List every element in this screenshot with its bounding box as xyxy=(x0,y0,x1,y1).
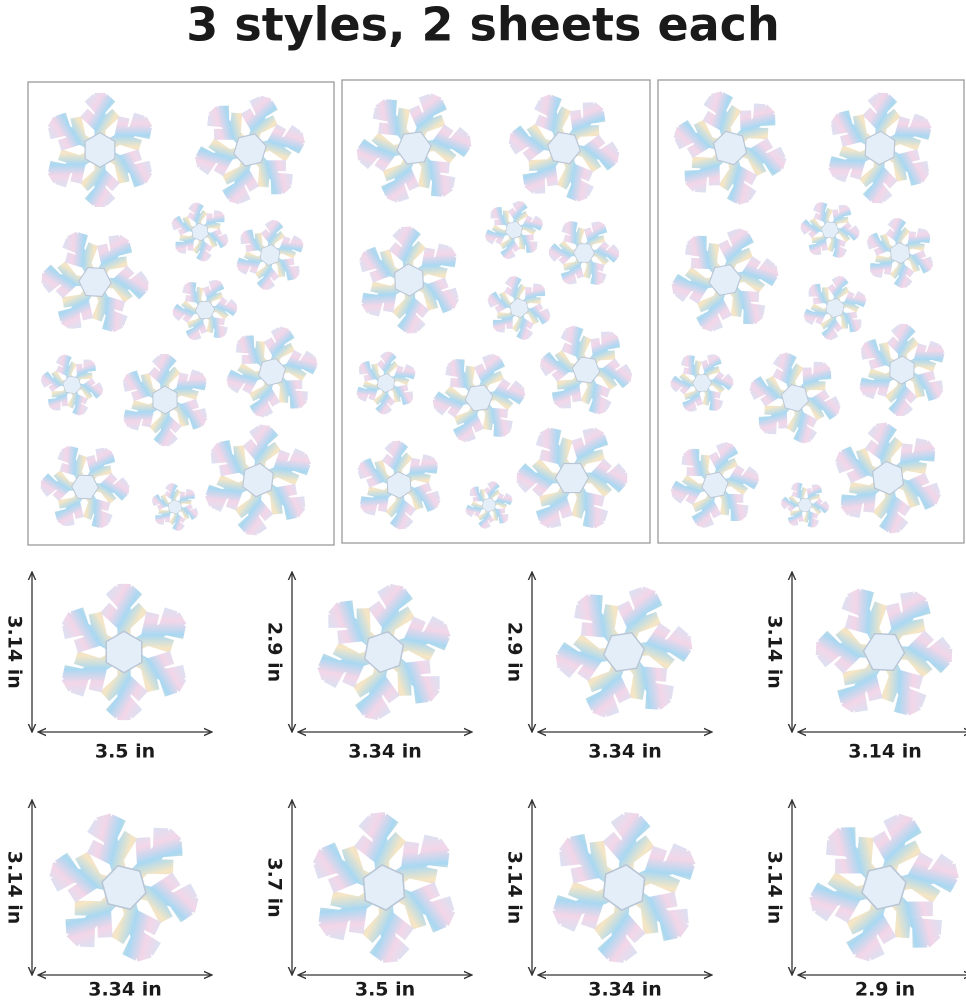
sheet xyxy=(341,79,651,544)
snowflake xyxy=(797,270,873,346)
snowflake xyxy=(486,70,642,226)
snowflake xyxy=(24,426,147,549)
width-label: 3.5 in xyxy=(95,741,155,763)
snowflake xyxy=(419,338,539,458)
snowflake xyxy=(43,93,158,207)
snowflake xyxy=(496,402,648,553)
height-label: 3.14 in xyxy=(764,851,786,925)
snowflake xyxy=(28,341,117,430)
snowflake xyxy=(460,476,518,533)
height-label: 2.9 in xyxy=(504,622,526,682)
width-label: 2.9 in xyxy=(855,979,915,1000)
snowflake xyxy=(18,781,231,994)
snowflake xyxy=(21,208,170,357)
width-label: 3.34 in xyxy=(588,741,662,763)
snowflake xyxy=(230,215,309,294)
width-label: 3.5 in xyxy=(355,979,415,1000)
snowflake xyxy=(659,429,772,541)
height-label: 3.14 in xyxy=(4,615,26,689)
height-label: 2.9 in xyxy=(264,622,286,682)
width-label: 3.14 in xyxy=(848,741,922,763)
snowflake xyxy=(279,783,488,993)
snowflake xyxy=(810,400,965,555)
height-label: 3.7 in xyxy=(264,857,286,917)
snowflake xyxy=(478,194,550,265)
snowflake xyxy=(535,563,713,741)
snowflake xyxy=(521,305,651,435)
snowflake xyxy=(789,189,872,272)
snowflake xyxy=(196,418,320,541)
snowflake xyxy=(771,471,838,538)
width-label: 3.34 in xyxy=(348,741,422,763)
title: 3 styles, 2 sheets each xyxy=(186,0,779,52)
snowflake xyxy=(851,204,949,302)
snowflake xyxy=(730,333,861,464)
snowflake xyxy=(649,67,811,229)
snowflake xyxy=(659,341,744,426)
width-label: 3.34 in xyxy=(588,979,662,1000)
snowflake xyxy=(162,267,248,353)
snowflake xyxy=(181,81,320,219)
snowflake xyxy=(102,337,229,464)
snowflake xyxy=(536,205,632,301)
snowflake xyxy=(473,262,564,353)
snowflake xyxy=(339,73,489,223)
snowflake xyxy=(158,190,241,273)
snowflake xyxy=(656,211,794,348)
snowflake xyxy=(335,206,483,354)
snowflake xyxy=(304,572,465,732)
snowflake xyxy=(55,584,192,720)
snowflake xyxy=(338,423,461,546)
snowflake xyxy=(215,315,329,429)
snowflake xyxy=(352,349,420,417)
snowflake xyxy=(541,805,707,970)
width-label: 3.34 in xyxy=(88,979,162,1000)
snowflake xyxy=(789,558,966,747)
snowflake xyxy=(790,794,966,982)
height-label: 3.14 in xyxy=(504,851,526,925)
height-label: 3.14 in xyxy=(4,851,26,925)
snowflake xyxy=(822,90,939,206)
snowflake xyxy=(141,473,209,541)
snowflake xyxy=(854,322,950,417)
sheet xyxy=(27,81,335,546)
height-label: 3.14 in xyxy=(764,615,786,689)
sheet xyxy=(657,79,965,544)
